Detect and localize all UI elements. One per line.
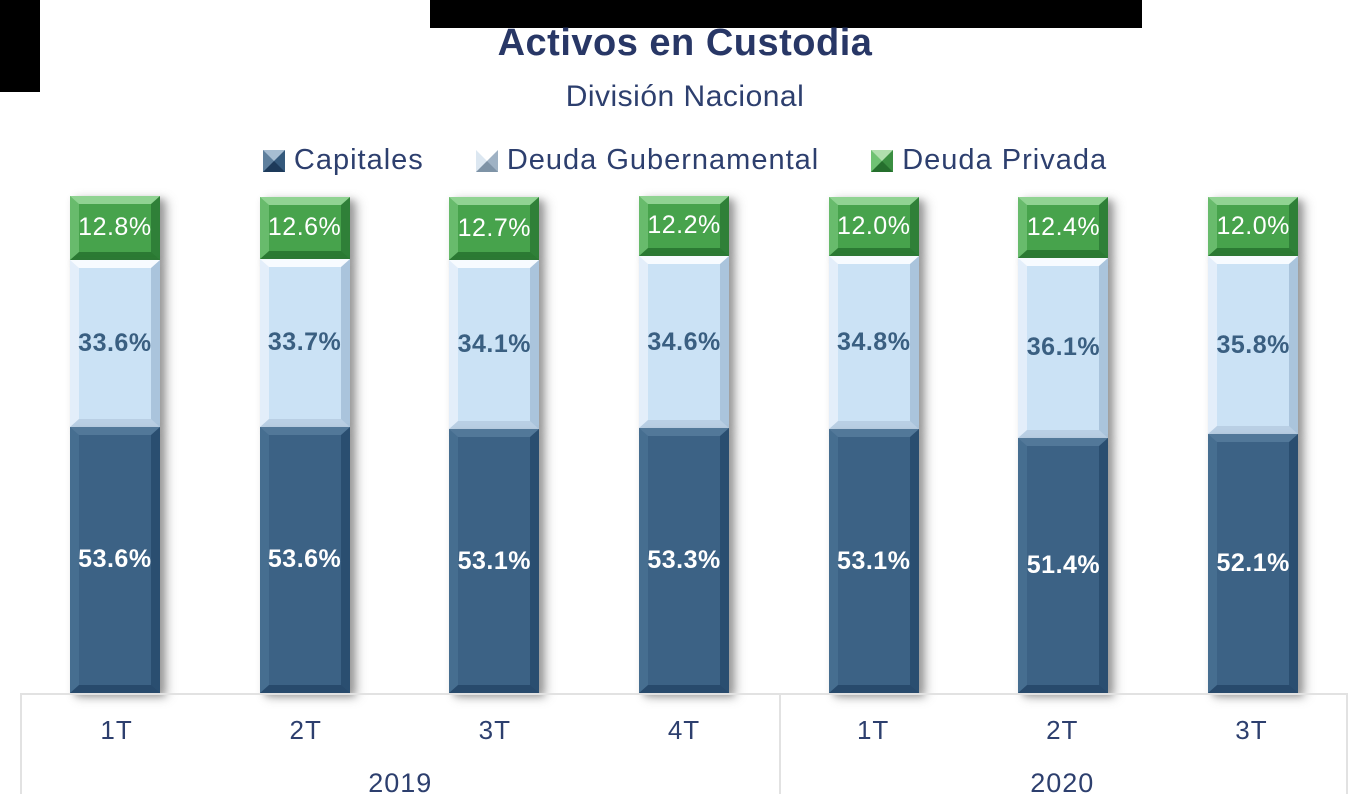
chart-legend: Capitales Deuda Gubernamental Deuda Privad… bbox=[0, 144, 1370, 177]
segment-deuda_gubernamental[interactable]: 34.8% bbox=[828, 256, 919, 430]
segment-value-label: 53.6% bbox=[267, 545, 342, 574]
segment-value-label: 53.1% bbox=[837, 546, 911, 575]
segment-deuda_privada[interactable]: 12.2% bbox=[639, 195, 730, 257]
bar-column: 12.2% 34.6% 53.3% bbox=[589, 195, 779, 693]
segment-deuda_privada[interactable]: 12.6% bbox=[259, 196, 350, 260]
chart-title: Activos en Custodia bbox=[497, 22, 873, 64]
stacked-bar[interactable]: 12.6% 33.7% 53.6% bbox=[259, 196, 350, 693]
segment-value-label: 12.0% bbox=[837, 211, 911, 240]
segment-value-label: 34.1% bbox=[457, 329, 531, 358]
year-label: 2020 bbox=[1030, 768, 1095, 798]
segment-value-label: 12.6% bbox=[267, 213, 342, 242]
category-axis: 1T 2T 3T 4T 1T 2T 3T 2019 2020 bbox=[20, 693, 1348, 798]
segment-value-label: 34.8% bbox=[837, 328, 911, 357]
segment-value-label: 35.8% bbox=[1216, 330, 1290, 359]
quarter-label: 4T bbox=[667, 715, 701, 745]
stacked-bar[interactable]: 12.0% 34.8% 53.1% bbox=[828, 196, 919, 693]
segment-capitales[interactable]: 53.1% bbox=[449, 429, 540, 693]
quarter-label: 1T bbox=[100, 715, 133, 745]
bar-column: 12.8% 33.6% 53.6% bbox=[20, 196, 210, 693]
segment-deuda_privada[interactable]: 12.0% bbox=[1208, 196, 1299, 257]
segment-value-label: 53.3% bbox=[647, 546, 721, 575]
quarter-label: 2T bbox=[289, 715, 322, 745]
segment-capitales[interactable]: 53.6% bbox=[259, 426, 350, 693]
segment-deuda_privada[interactable]: 12.4% bbox=[1018, 196, 1109, 259]
legend-label: Deuda Gubernamental bbox=[506, 144, 820, 176]
segment-value-label: 36.1% bbox=[1026, 333, 1101, 362]
legend-marker-icon bbox=[475, 149, 498, 172]
legend-item-deuda_gubernamental[interactable]: Deuda Gubernamental bbox=[475, 144, 820, 177]
legend-label: Capitales bbox=[293, 144, 424, 176]
segment-value-label: 33.7% bbox=[267, 328, 342, 357]
legend-marker-icon bbox=[871, 149, 894, 172]
bar-column: 12.6% 33.7% 53.6% bbox=[210, 196, 400, 693]
legend-item-capitales[interactable]: Capitales bbox=[262, 144, 424, 177]
segment-capitales[interactable]: 53.1% bbox=[828, 429, 919, 693]
bar-column: 12.0% 35.8% 52.1% bbox=[1158, 196, 1348, 693]
bar-column: 12.7% 34.1% 53.1% bbox=[399, 196, 589, 693]
segment-value-label: 52.1% bbox=[1216, 549, 1290, 578]
screen-artifact-top-left bbox=[0, 0, 40, 92]
segment-capitales[interactable]: 51.4% bbox=[1018, 437, 1109, 693]
plot-area: 12.8% 33.6% 53.6% 12.6% 33.7% 53.6% 12.7% 34.1%… bbox=[20, 195, 1348, 693]
segment-value-label: 51.4% bbox=[1026, 550, 1101, 579]
stacked-bar[interactable]: 12.7% 34.1% 53.1% bbox=[449, 196, 540, 693]
screen-artifact-top-band bbox=[430, 0, 1142, 28]
segment-capitales[interactable]: 53.6% bbox=[69, 426, 160, 693]
segment-deuda_privada[interactable]: 12.7% bbox=[449, 196, 540, 260]
segment-deuda_gubernamental[interactable]: 34.6% bbox=[639, 256, 730, 429]
segment-capitales[interactable]: 53.3% bbox=[639, 428, 730, 693]
chart-subtitle: División Nacional bbox=[565, 80, 805, 113]
quarter-label: 2T bbox=[1046, 715, 1079, 745]
year-label: 2019 bbox=[368, 768, 433, 798]
stacked-bar[interactable]: 12.0% 35.8% 52.1% bbox=[1208, 196, 1299, 693]
segment-value-label: 12.2% bbox=[647, 211, 721, 240]
segment-deuda_gubernamental[interactable]: 33.6% bbox=[69, 259, 160, 427]
quarter-labels-row: 1T 2T 3T 4T 1T 2T 3T bbox=[22, 695, 1346, 746]
segment-deuda_gubernamental[interactable]: 35.8% bbox=[1208, 256, 1299, 435]
segment-deuda_privada[interactable]: 12.0% bbox=[828, 196, 919, 257]
legend-item-deuda_privada[interactable]: Deuda Privada bbox=[871, 144, 1107, 177]
segment-value-label: 12.0% bbox=[1216, 211, 1290, 240]
segment-value-label: 33.6% bbox=[78, 328, 152, 357]
legend-label: Deuda Privada bbox=[902, 144, 1108, 176]
segment-value-label: 12.7% bbox=[457, 213, 531, 242]
quarter-label: 1T bbox=[856, 715, 890, 745]
quarter-label: 3T bbox=[478, 715, 512, 745]
stacked-bar[interactable]: 12.8% 33.6% 53.6% bbox=[69, 196, 160, 693]
segment-deuda_gubernamental[interactable]: 34.1% bbox=[449, 259, 540, 430]
segment-deuda_gubernamental[interactable]: 33.7% bbox=[259, 259, 350, 427]
segment-value-label: 34.6% bbox=[647, 327, 721, 356]
segment-deuda_privada[interactable]: 12.8% bbox=[69, 196, 160, 260]
segment-value-label: 12.4% bbox=[1026, 212, 1101, 241]
legend-marker-icon bbox=[262, 149, 285, 172]
segment-deuda_gubernamental[interactable]: 36.1% bbox=[1018, 258, 1109, 438]
segment-capitales[interactable]: 52.1% bbox=[1208, 434, 1299, 693]
year-group-divider bbox=[778, 695, 781, 794]
bar-column: 12.0% 34.8% 53.1% bbox=[779, 196, 969, 693]
stacked-bar[interactable]: 12.2% 34.6% 53.3% bbox=[639, 195, 730, 693]
segment-value-label: 53.1% bbox=[457, 546, 531, 575]
quarter-label: 3T bbox=[1235, 715, 1268, 745]
segment-value-label: 12.8% bbox=[78, 213, 152, 242]
year-labels-row: 2019 2020 bbox=[22, 768, 1346, 799]
bar-column: 12.4% 36.1% 51.4% bbox=[969, 196, 1159, 693]
segment-value-label: 53.6% bbox=[78, 545, 152, 574]
stacked-bar[interactable]: 12.4% 36.1% 51.4% bbox=[1018, 196, 1109, 693]
